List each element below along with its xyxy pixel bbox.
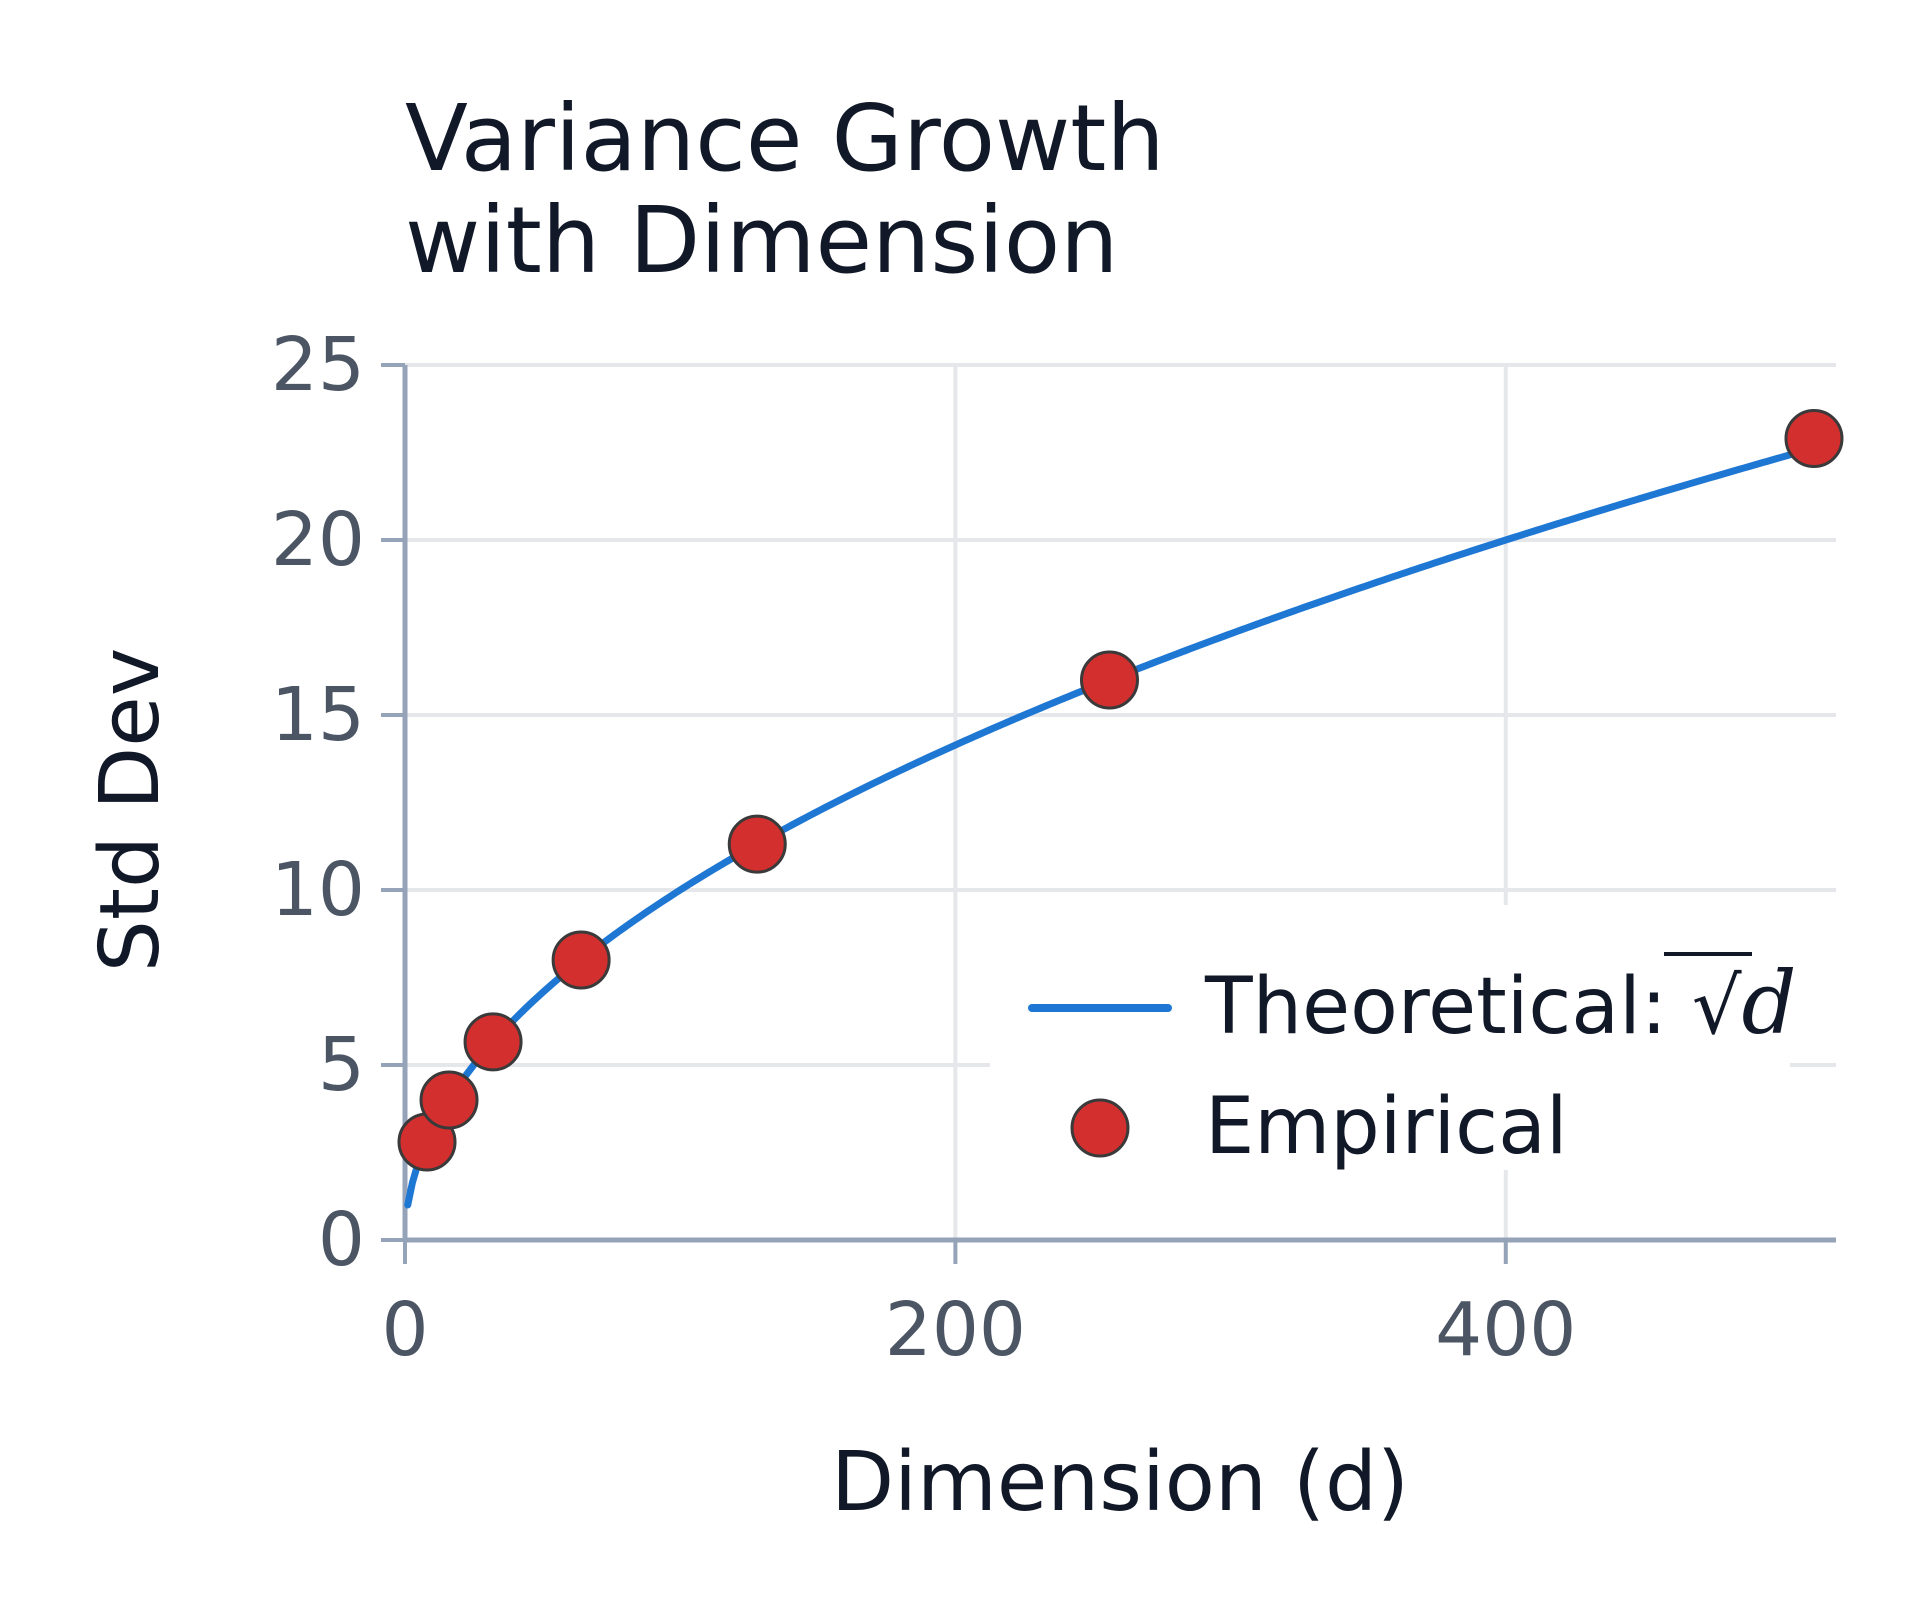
y-tick-label-2: 10 [271,847,365,933]
y-tick-label-1: 5 [318,1022,365,1108]
chart-title-line-2: with Dimension [405,187,1118,294]
y-tick-label-5: 25 [271,322,365,408]
empirical-points [397,409,1844,1172]
empirical-point-3 [551,930,611,990]
legend-point-sample [1070,1098,1130,1158]
empirical-point-1 [419,1070,479,1130]
y-ticks: 0 5 10 15 20 25 [271,322,405,1283]
x-tick-label-2: 400 [1435,1287,1576,1373]
chart-title-line-1: Variance Growth [405,85,1165,192]
legend-theoretical-label: Theoretical: √d [1204,954,1797,1054]
y-tick-label-4: 20 [271,497,365,583]
empirical-point-4 [727,814,787,874]
x-tick-label-1: 200 [885,1287,1026,1373]
sqrt-radical-symbol: √ [1692,962,1742,1052]
empirical-point-2 [463,1012,523,1072]
empirical-point-6 [1784,409,1844,468]
y-axis-label: Std Dev [83,648,178,972]
y-tick-label-0: 0 [318,1197,365,1283]
legend-empirical-label: Empirical [1205,1082,1568,1172]
legend-theoretical-text: Theoretical: [1204,962,1692,1052]
legend: Theoretical: √d Empirical [990,905,1797,1172]
empirical-point-5 [1079,650,1139,710]
x-tick-label-0: 0 [381,1287,428,1373]
y-tick-label-3: 15 [271,672,365,758]
grid [405,363,1836,1240]
x-ticks: 0 200 400 [381,1240,1576,1373]
x-axis-label: Dimension (d) [831,1435,1409,1530]
legend-theoretical-math: d [1742,954,1797,1054]
axes [402,365,1836,1243]
